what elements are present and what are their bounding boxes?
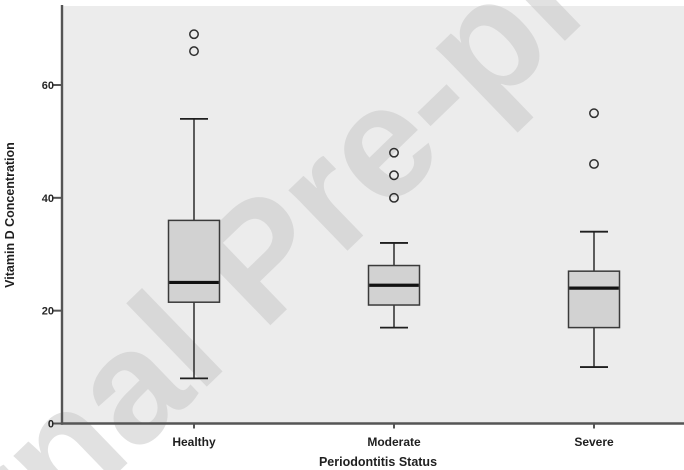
outlier-point [389, 170, 399, 181]
category-label: Severe [574, 435, 614, 449]
y-tick-label: 40 [42, 193, 54, 205]
outlier-point [589, 108, 599, 119]
outlier-point [389, 147, 399, 158]
outlier-point [389, 192, 399, 203]
category-label: Moderate [367, 435, 421, 449]
y-tick-label: 20 [42, 306, 54, 318]
y-axis-title: Vitamin D Concentration [3, 142, 17, 288]
outlier-point [189, 29, 199, 40]
y-tick-label: 60 [42, 80, 54, 92]
category-label: Healthy [172, 435, 216, 449]
chart-marks: 0 20 40 60 Healthy Moderate Severe [42, 5, 684, 449]
box-severe [567, 108, 621, 368]
y-tick-label: 0 [48, 419, 54, 431]
x-axis-title: Periodontitis Status [319, 455, 437, 469]
outlier-point [589, 159, 599, 169]
outlier-point [189, 46, 199, 57]
iqr-box [567, 270, 621, 329]
box-moderate [367, 147, 421, 329]
iqr-box [167, 219, 221, 303]
plot-area [62, 6, 684, 424]
box-healthy [167, 29, 221, 380]
